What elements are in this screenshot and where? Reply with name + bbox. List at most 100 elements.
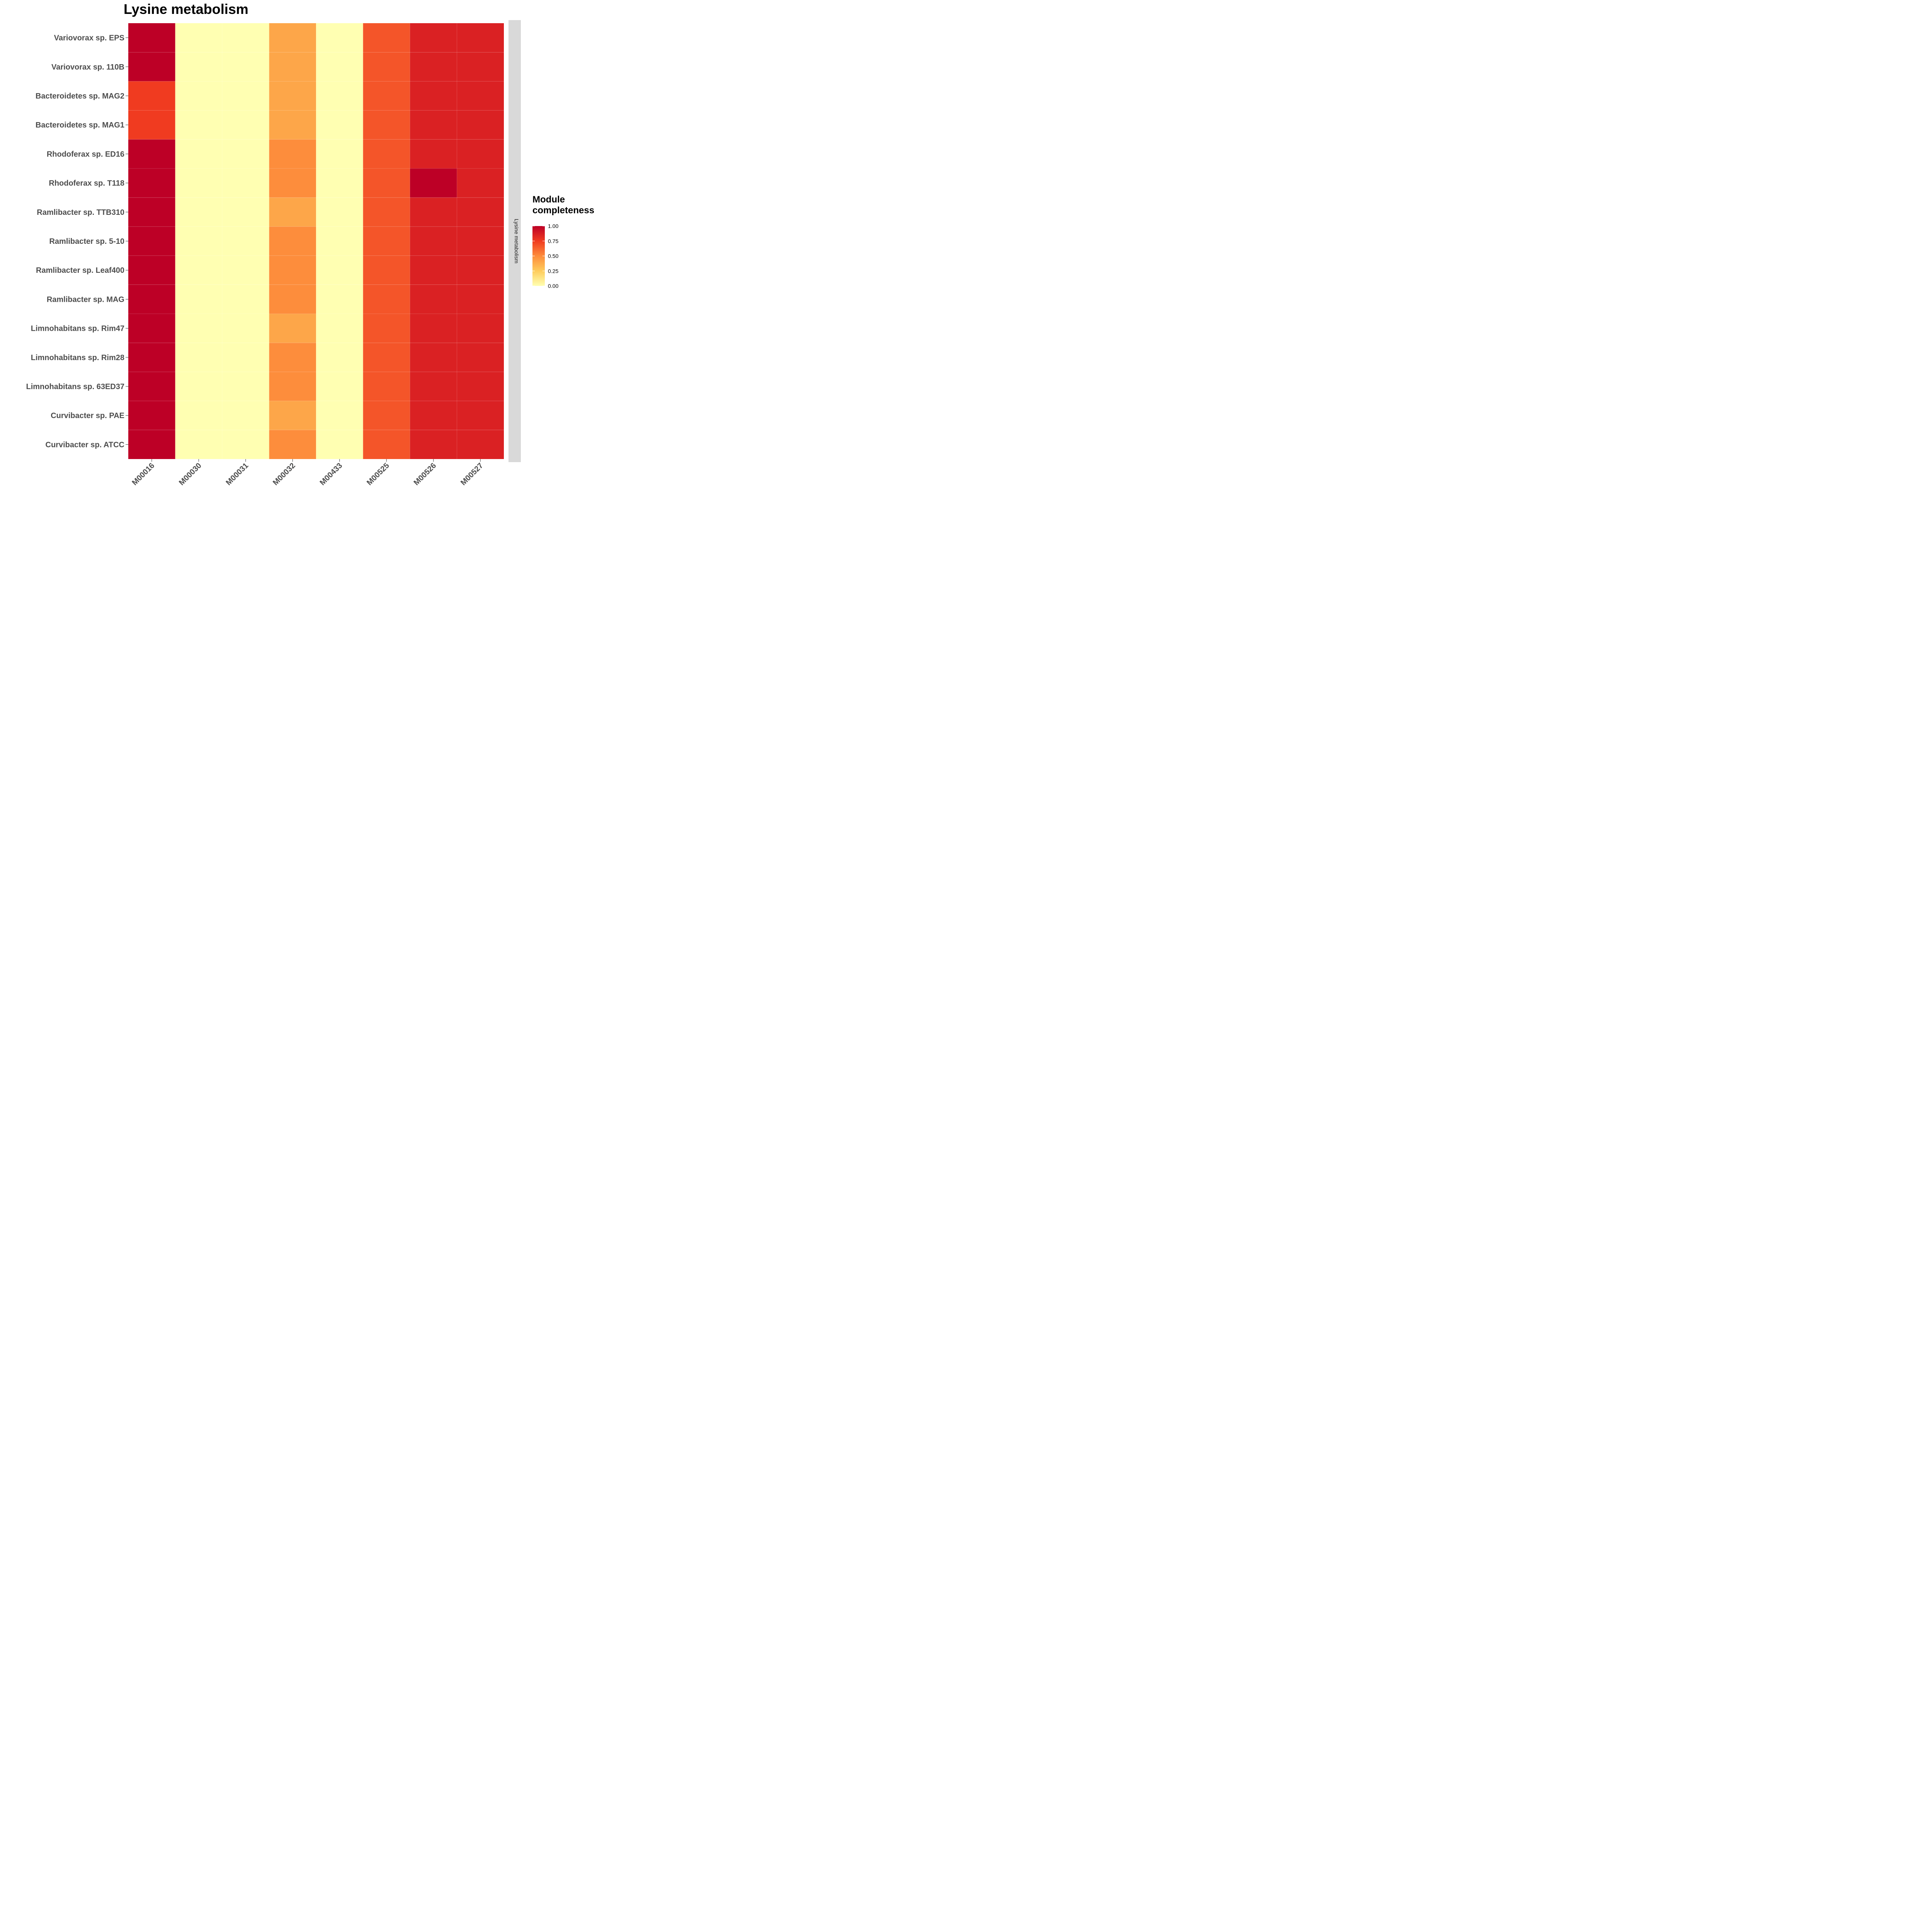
heatmap-cell-14-6 xyxy=(363,401,410,430)
heatmap-cell-7-7 xyxy=(410,197,457,227)
heatmap-cell-5-3 xyxy=(222,139,269,168)
heatmap-cell-6-4 xyxy=(269,168,316,198)
heatmap-cell-9-7 xyxy=(410,255,457,285)
heatmap-cell-1-3 xyxy=(222,23,269,53)
heatmap-cell-11-6 xyxy=(363,314,410,343)
heatmap-cells xyxy=(128,23,504,459)
heatmap-cell-10-5 xyxy=(316,284,363,314)
facet-strip-label: Lysine metabolism xyxy=(514,219,520,263)
heatmap-cell-1-4 xyxy=(269,23,316,53)
y-tick-label: Curvibacter sp. ATCC xyxy=(46,440,124,449)
heatmap-cell-4-3 xyxy=(222,110,269,139)
x-tick-label: M00527 xyxy=(459,461,485,487)
chart-title: Lysine metabolism xyxy=(124,1,248,17)
color-legend: Module completeness 1.00 0.75 0.50 0.25 0.00 xyxy=(532,194,594,289)
legend-tick-label: 0.50 xyxy=(548,253,558,259)
heatmap-cell-1-1 xyxy=(128,23,175,53)
heatmap-cell-9-6 xyxy=(363,255,410,285)
heatmap-cell-13-1 xyxy=(128,372,175,401)
heatmap-cell-13-8 xyxy=(457,372,504,401)
heatmap-cell-15-4 xyxy=(269,430,316,459)
heatmap-cell-7-3 xyxy=(222,197,269,227)
heatmap-cell-1-8 xyxy=(457,23,504,53)
heatmap-cell-8-1 xyxy=(128,226,175,256)
heatmap-cell-10-4 xyxy=(269,284,316,314)
heatmap-cell-2-5 xyxy=(316,52,363,82)
y-tick-label: Limnohabitans sp. Rim47 xyxy=(31,325,124,333)
y-tick-label: Variovorax sp. 110B xyxy=(51,63,124,71)
heatmap-cell-2-7 xyxy=(410,52,457,82)
heatmap-cell-15-5 xyxy=(316,430,363,459)
heatmap-cell-13-4 xyxy=(269,372,316,401)
heatmap-cell-2-6 xyxy=(363,52,410,82)
heatmap-cell-13-7 xyxy=(410,372,457,401)
heatmap-cell-5-2 xyxy=(175,139,222,168)
heatmap-cell-7-1 xyxy=(128,197,175,227)
y-tick-label: Rhodoferax sp. ED16 xyxy=(47,150,124,158)
heatmap-cell-7-6 xyxy=(363,197,410,227)
heatmap-cell-6-2 xyxy=(175,168,222,198)
heatmap-cell-11-1 xyxy=(128,314,175,343)
heatmap-cell-10-3 xyxy=(222,284,269,314)
y-axis: Variovorax sp. EPS Variovorax sp. 110B Bac… xyxy=(26,34,128,449)
heatmap-cell-1-6 xyxy=(363,23,410,53)
heatmap-cell-6-1 xyxy=(128,168,175,198)
heatmap-cell-15-6 xyxy=(363,430,410,459)
heatmap-cell-4-5 xyxy=(316,110,363,139)
y-tick-label: Rhodoferax sp. T118 xyxy=(49,179,124,188)
heatmap-cell-5-4 xyxy=(269,139,316,168)
heatmap-cell-3-4 xyxy=(269,81,316,111)
y-tick-label: Limnohabitans sp. 63ED37 xyxy=(26,383,124,391)
heatmap-cell-1-2 xyxy=(175,23,222,53)
heatmap-cell-4-6 xyxy=(363,110,410,139)
heatmap-cell-12-6 xyxy=(363,343,410,372)
facet-strip: Lysine metabolism xyxy=(509,20,521,462)
y-tick-label: Ramlibacter sp. TTB310 xyxy=(37,208,124,217)
heatmap-cell-14-4 xyxy=(269,401,316,430)
legend-tick-label: 0.75 xyxy=(548,238,558,244)
heatmap-cell-9-2 xyxy=(175,255,222,285)
heatmap-cell-14-8 xyxy=(457,401,504,430)
heatmap-cell-12-7 xyxy=(410,343,457,372)
heatmap-cell-7-8 xyxy=(457,197,504,227)
x-tick-label: M00032 xyxy=(271,461,297,487)
heatmap-cell-8-5 xyxy=(316,226,363,256)
x-axis: M00016 M00030 M00031 M00032 M00433 M00525 M005… xyxy=(131,459,485,487)
heatmap-cell-5-7 xyxy=(410,139,457,168)
heatmap-cell-8-4 xyxy=(269,226,316,256)
heatmap-cell-11-2 xyxy=(175,314,222,343)
heatmap-cell-12-5 xyxy=(316,343,363,372)
y-tick-label: Ramlibacter sp. 5-10 xyxy=(49,237,124,246)
heatmap-cell-2-2 xyxy=(175,52,222,82)
heatmap-cell-2-4 xyxy=(269,52,316,82)
y-tick-label: Bacteroidetes sp. MAG2 xyxy=(36,92,124,100)
heatmap-cell-10-1 xyxy=(128,284,175,314)
heatmap-cell-12-4 xyxy=(269,343,316,372)
legend-title-line-2: completeness xyxy=(532,205,594,216)
heatmap-cell-2-8 xyxy=(457,52,504,82)
heatmap-cell-15-3 xyxy=(222,430,269,459)
heatmap-cell-1-5 xyxy=(316,23,363,53)
heatmap-cell-4-1 xyxy=(128,110,175,139)
heatmap-cell-9-8 xyxy=(457,255,504,285)
heatmap-cell-8-3 xyxy=(222,226,269,256)
heatmap-cell-14-7 xyxy=(410,401,457,430)
heatmap-cell-3-7 xyxy=(410,81,457,111)
heatmap-cell-10-6 xyxy=(363,284,410,314)
heatmap-cell-5-5 xyxy=(316,139,363,168)
x-tick-label: M00016 xyxy=(131,461,156,487)
x-tick-label: M00433 xyxy=(318,461,344,487)
heatmap-cell-3-3 xyxy=(222,81,269,111)
heatmap-cell-13-2 xyxy=(175,372,222,401)
heatmap-cell-3-1 xyxy=(128,81,175,111)
heatmap-cell-6-6 xyxy=(363,168,410,198)
y-tick-label: Curvibacter sp. PAE xyxy=(51,412,124,420)
heatmap-cell-4-2 xyxy=(175,110,222,139)
heatmap-cell-5-6 xyxy=(363,139,410,168)
x-tick-label: M00525 xyxy=(365,461,391,487)
heatmap-cell-6-7 xyxy=(410,168,457,198)
y-tick-label: Variovorax sp. EPS xyxy=(54,34,124,43)
heatmap-cell-6-8 xyxy=(457,168,504,198)
y-tick-label: Limnohabitans sp. Rim28 xyxy=(31,354,124,362)
heatmap-cell-14-5 xyxy=(316,401,363,430)
